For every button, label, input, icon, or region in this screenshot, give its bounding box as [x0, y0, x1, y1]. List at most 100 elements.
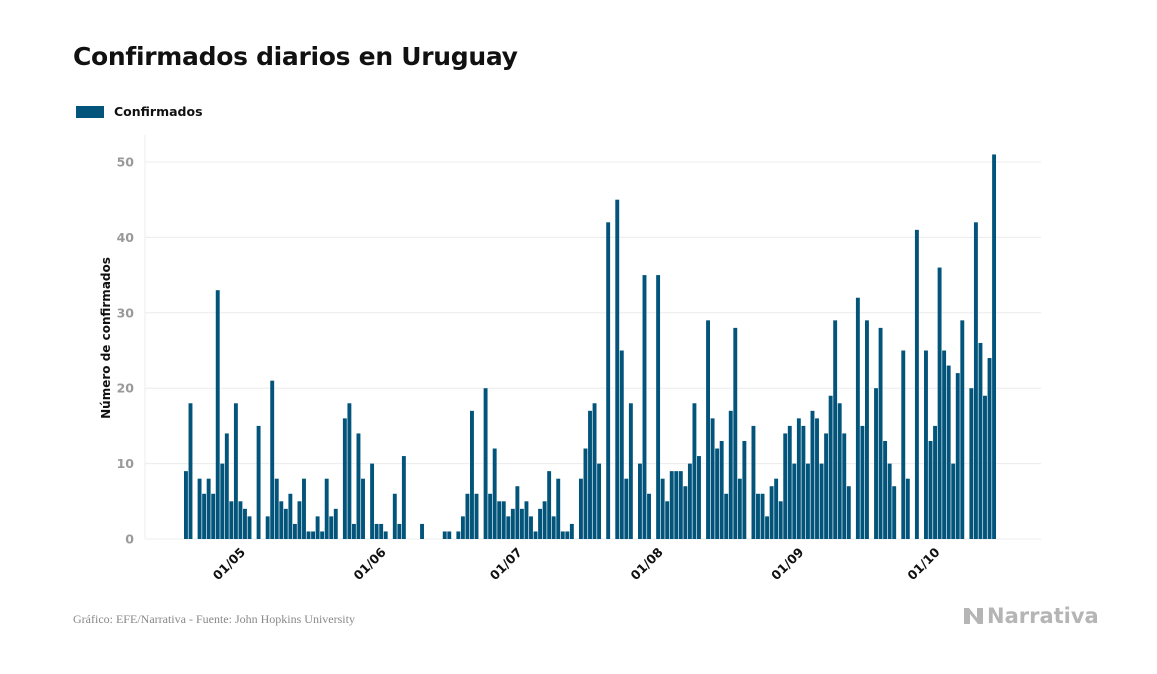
bar-29/07 — [647, 493, 651, 539]
bar-03/09 — [810, 410, 815, 539]
bar-18/04 — [184, 471, 188, 539]
bar-11/08 — [706, 320, 710, 539]
bar-31/05 — [379, 523, 384, 539]
bar-27/07 — [638, 463, 642, 539]
bar-13/08 — [715, 448, 720, 539]
bar-20/05 — [329, 516, 334, 539]
bar-21/06 — [474, 493, 479, 539]
bar-25/08 — [769, 486, 774, 539]
bar-16/08 — [728, 410, 733, 539]
bar-09/07 — [556, 478, 561, 539]
bar-20/07 — [606, 222, 611, 539]
bar-23/09 — [901, 350, 906, 539]
bar-25/04 — [215, 290, 220, 539]
bar-20/06 — [470, 410, 474, 539]
bar-28/07 — [642, 275, 647, 539]
bar-14/07 — [578, 478, 583, 539]
bar-26/04 — [220, 463, 225, 539]
bar-25/05 — [351, 523, 356, 539]
bar-18/08 — [737, 478, 742, 539]
bar-27/04 — [224, 433, 229, 539]
bar-19/09 — [883, 440, 888, 539]
bar-29/05 — [370, 463, 375, 539]
x-tick-label: 01/09 — [768, 545, 806, 583]
bars — [184, 154, 997, 540]
bar-03/08 — [669, 471, 674, 539]
bar-06/09 — [824, 433, 829, 539]
source-footer: Gráfico: EFE/Narrativa - Fuente: John Ho… — [73, 612, 355, 626]
bar-24/08 — [765, 516, 770, 539]
bar-17/08 — [733, 327, 738, 539]
bar-04/10 — [951, 463, 956, 539]
bar-23/04 — [206, 478, 211, 539]
bar-03/06 — [392, 493, 397, 539]
bar-23/05 — [342, 418, 347, 539]
bar-15/08 — [724, 493, 729, 539]
bar-30/06 — [515, 486, 520, 539]
bar-16/07 — [588, 410, 592, 539]
bar-09/06 — [420, 523, 424, 539]
bar-15/09 — [865, 320, 869, 539]
bar-09/05 — [279, 501, 284, 539]
bar-17/05 — [315, 516, 320, 539]
bar-12/05 — [292, 523, 297, 539]
bar-01/07 — [519, 508, 524, 539]
bar-11/09 — [846, 486, 851, 539]
bar-02/08 — [665, 501, 670, 539]
bar-13/10 — [992, 154, 997, 539]
bar-12/08 — [710, 418, 715, 539]
bar-09/08 — [697, 456, 701, 539]
bar-08/07 — [551, 516, 556, 539]
bar-05/10 — [955, 373, 960, 539]
bar-09/09 — [837, 403, 842, 539]
bar-07/05 — [270, 380, 275, 539]
bar-11/10 — [983, 395, 987, 539]
bar-23/07 — [619, 350, 624, 539]
bar-13/09 — [855, 297, 860, 539]
bar-16/05 — [311, 531, 316, 539]
bar-18/07 — [597, 463, 602, 539]
bar-25/06 — [492, 448, 497, 539]
bar-01/10 — [937, 267, 942, 539]
bar-30/04 — [238, 501, 243, 539]
bar-22/08 — [756, 493, 760, 539]
bar-26/08 — [774, 478, 779, 539]
bar-08/10 — [969, 388, 974, 539]
bar-15/05 — [306, 531, 311, 539]
bar-26/09 — [914, 229, 919, 540]
x-tick-label: 01/05 — [210, 545, 248, 583]
bar-23/08 — [760, 493, 765, 539]
bar-10/07 — [560, 531, 565, 539]
bar-31/08 — [796, 418, 801, 539]
bar-04/08 — [674, 471, 679, 539]
bar-25/07 — [628, 403, 633, 539]
bar-01/05 — [243, 508, 247, 539]
y-tick-label: 30 — [117, 305, 135, 320]
bar-24/04 — [211, 493, 216, 539]
bar-03/07 — [529, 516, 533, 539]
bar-21/05 — [333, 508, 338, 539]
bar-05/06 — [401, 456, 406, 539]
y-tick-label: 10 — [117, 456, 135, 471]
bar-06/10 — [960, 320, 965, 539]
bar-24/07 — [624, 478, 629, 539]
bar-08/09 — [833, 320, 838, 539]
bar-23/06 — [483, 388, 488, 539]
bar-02/10 — [942, 350, 947, 539]
bar-18/05 — [320, 531, 325, 539]
bar-17/07 — [592, 403, 597, 539]
bar-27/05 — [361, 478, 365, 539]
bar-21/09 — [892, 486, 897, 539]
bar-30/05 — [374, 523, 379, 539]
bar-05/07 — [538, 508, 543, 539]
bar-28/09 — [924, 350, 928, 539]
bar-03/10 — [946, 365, 951, 539]
bar-29/04 — [233, 403, 238, 539]
x-tick-label: 01/10 — [904, 544, 943, 583]
x-tick-label: 01/08 — [627, 545, 665, 583]
bar-29/08 — [787, 425, 792, 539]
bar-22/04 — [202, 493, 207, 539]
bar-07/07 — [547, 471, 552, 539]
bar-19/08 — [742, 440, 747, 539]
